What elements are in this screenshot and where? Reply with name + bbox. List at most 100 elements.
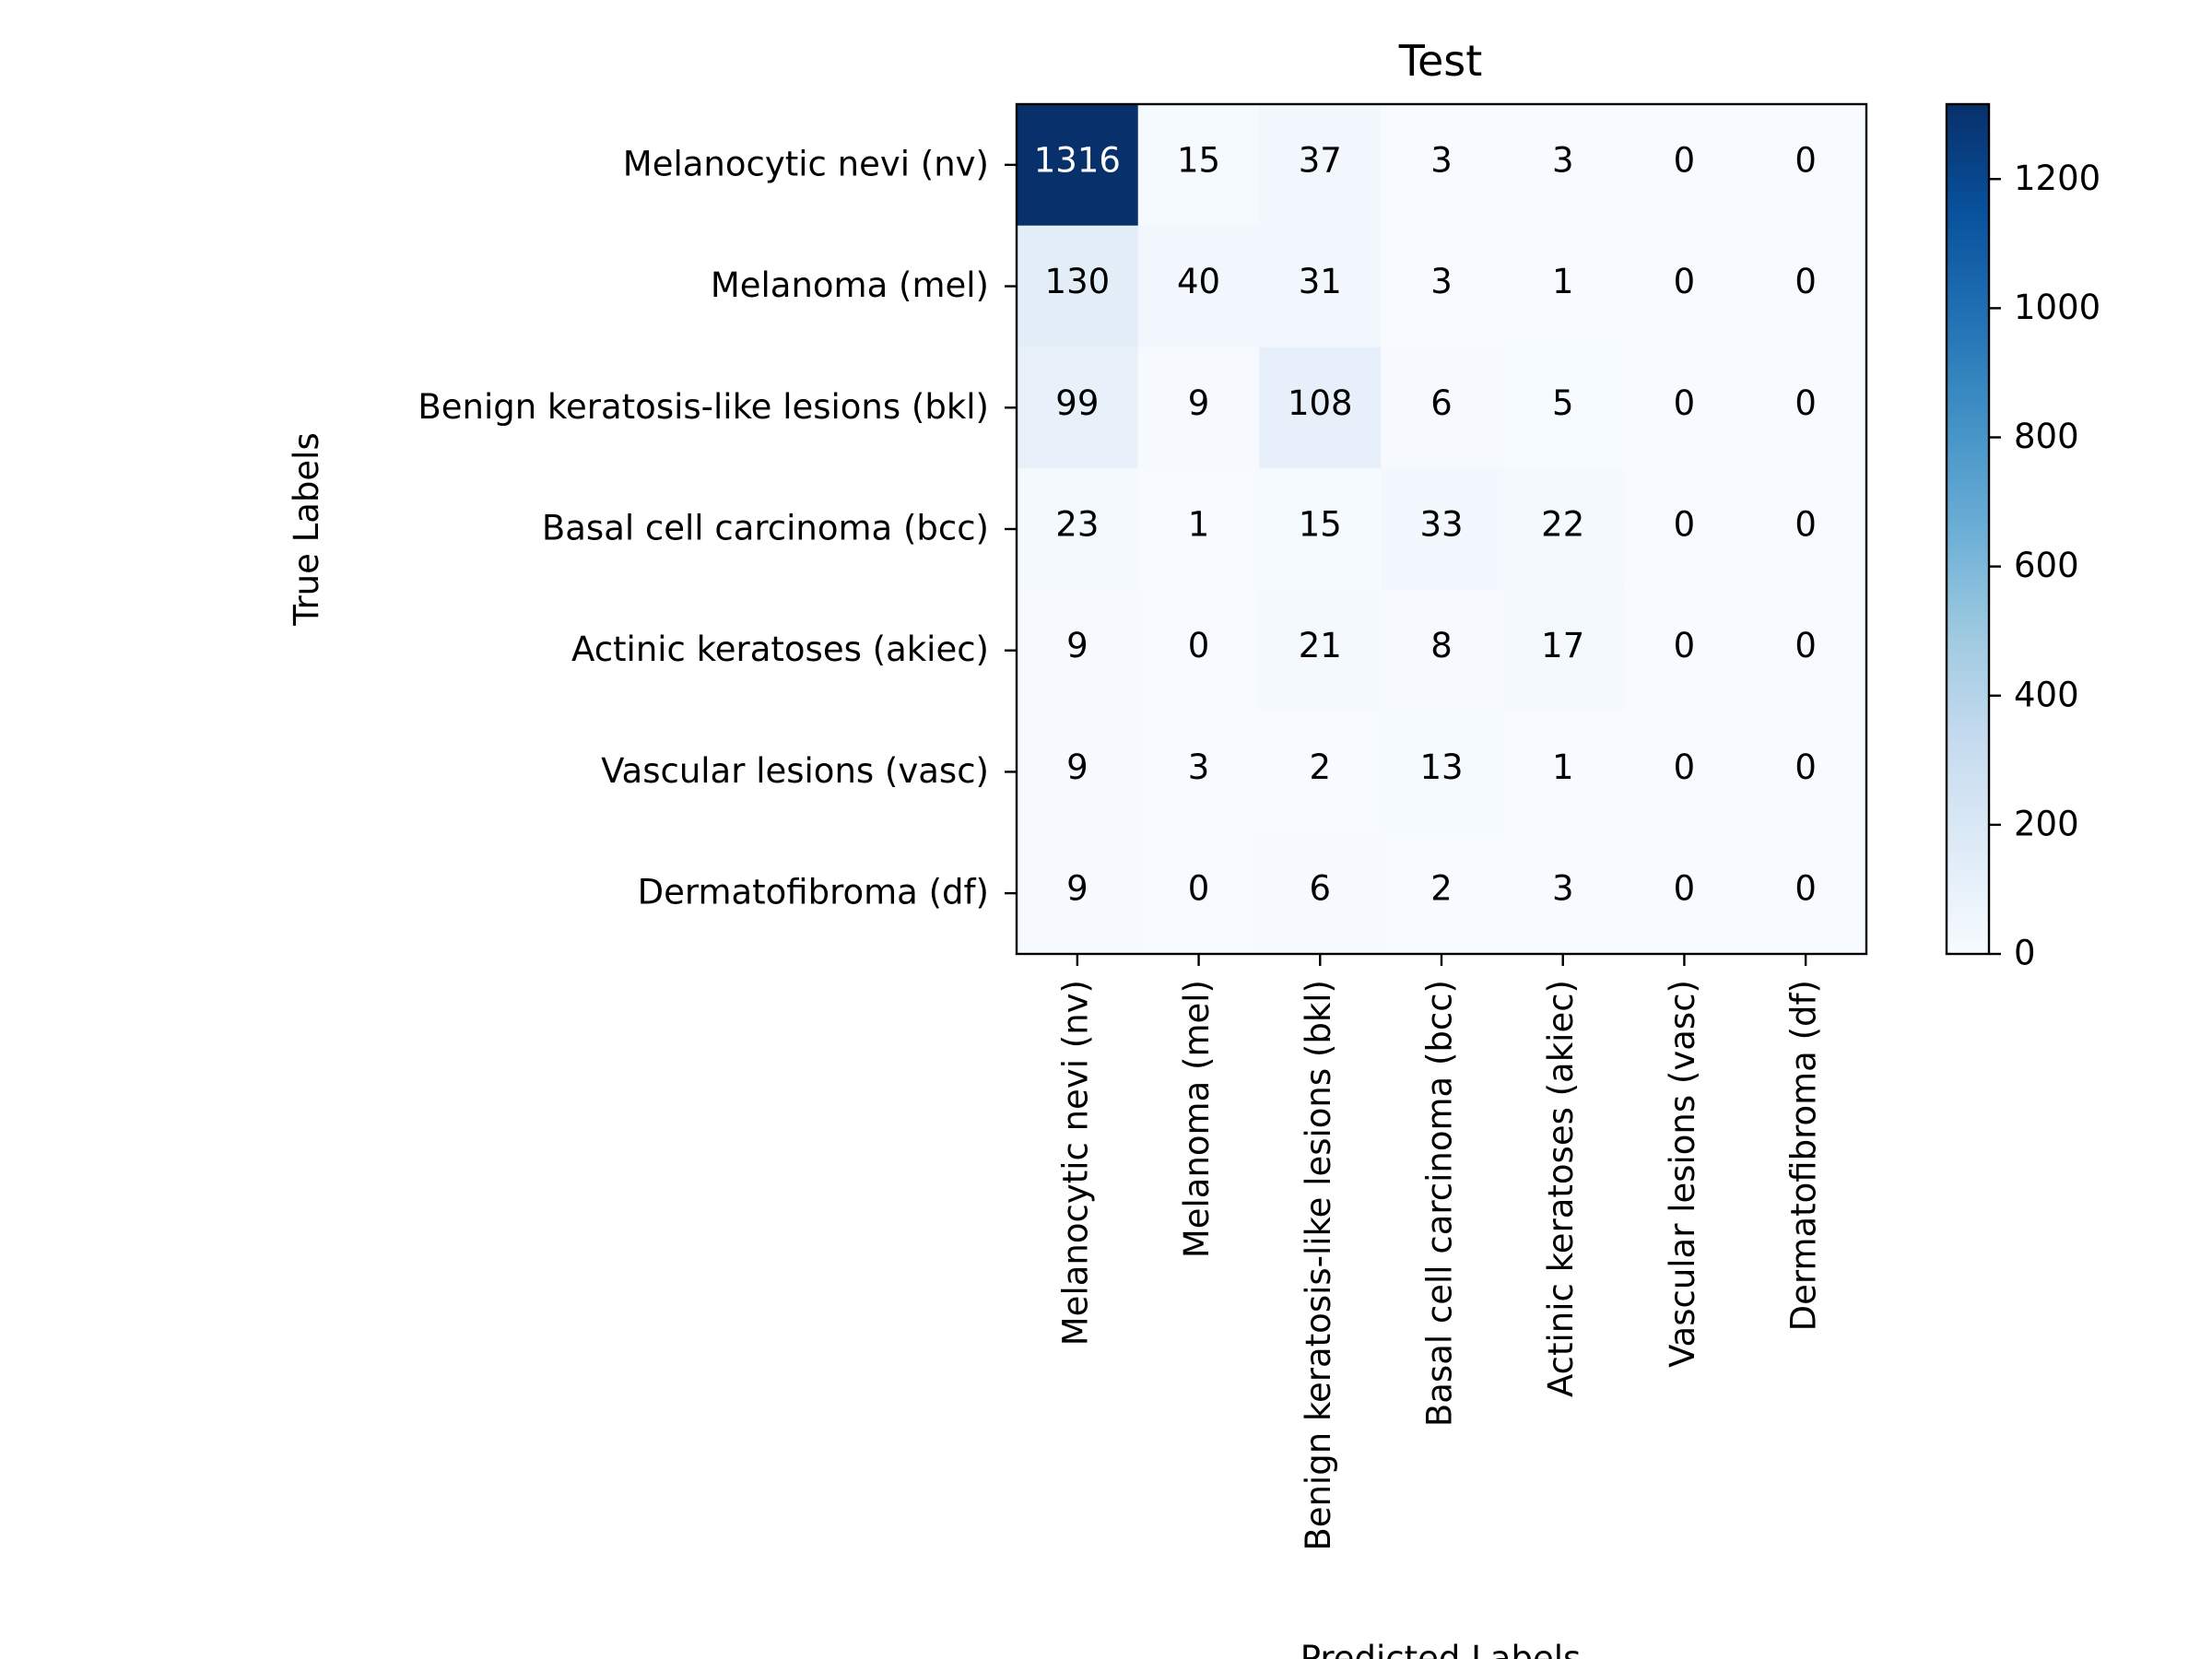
heatmap-cell (1137, 711, 1260, 833)
heatmap-cell (1501, 225, 1625, 347)
cell-value-label: 15 (1299, 505, 1342, 545)
heatmap-cell (1623, 832, 1746, 955)
cell-value-label: 15 (1177, 140, 1220, 180)
cell-value-label: 0 (1674, 140, 1696, 180)
heatmap-cell (1381, 711, 1503, 833)
cell-value-label: 3 (1552, 140, 1574, 180)
cell-value-label: 0 (1794, 383, 1817, 423)
cell-value-label: 5 (1552, 383, 1574, 423)
y-tick-label: Melanocytic nevi (nv) (623, 144, 989, 183)
cell-value-label: 0 (1794, 140, 1817, 180)
colorbar-tick-label: 800 (2014, 417, 2079, 456)
cell-value-label: 2 (1430, 869, 1453, 909)
heatmap-cell (1017, 832, 1139, 955)
cell-value-label: 1 (1552, 262, 1574, 301)
heatmap-cells (1017, 104, 1867, 955)
cell-value-label: 0 (1674, 869, 1696, 909)
cell-value-label: 9 (1066, 747, 1088, 787)
heatmap-cell (1017, 468, 1139, 591)
cell-value-label: 6 (1430, 383, 1453, 423)
cell-value-label: 0 (1674, 626, 1696, 665)
heatmap-cell (1501, 832, 1625, 955)
cell-value-label: 2 (1310, 747, 1332, 787)
x-tick-label: Benign keratosis-like lesions (bkl) (1299, 980, 1338, 1551)
cell-value-label: 0 (1674, 383, 1696, 423)
heatmap-cell (1259, 468, 1382, 591)
heatmap-cell (1259, 104, 1382, 227)
heatmap-cell (1137, 225, 1260, 347)
cell-value-label: 9 (1066, 626, 1088, 665)
heatmap-cell (1259, 225, 1382, 347)
colorbar-tick-label: 1000 (2014, 288, 2100, 327)
cell-value-label: 3 (1430, 262, 1453, 301)
x-tick-label: Actinic keratoses (akiec) (1541, 980, 1581, 1397)
colorbar-tick-label: 600 (2014, 546, 2079, 585)
heatmap-cell (1623, 589, 1746, 712)
x-axis-ticks: Melanocytic nevi (nv) Melanoma (mel) Benig… (1055, 954, 1824, 1551)
heatmap-cell (1623, 225, 1746, 347)
cell-value-label: 3 (1552, 869, 1574, 909)
heatmap-cell (1623, 711, 1746, 833)
cell-value-label: 0 (1188, 626, 1210, 665)
cell-value-label: 3 (1188, 747, 1210, 787)
cell-value-label: 8 (1430, 626, 1453, 665)
y-tick-label: Melanoma (mel) (711, 265, 989, 305)
heatmap-cell (1745, 711, 1867, 833)
heatmap-cell (1381, 832, 1503, 955)
colorbar-ticks: 0 200 400 600 800 1000 1200 (1989, 159, 2100, 973)
x-tick-label: Melanocytic nevi (nv) (1055, 980, 1095, 1346)
colorbar (1945, 102, 1991, 956)
cell-value-label: 21 (1299, 626, 1342, 665)
heatmap-cell (1501, 589, 1625, 712)
heatmap-cell (1501, 347, 1625, 469)
cell-value-label: 40 (1177, 262, 1220, 301)
cell-value-label: 9 (1188, 383, 1210, 423)
cell-value-label: 0 (1794, 869, 1817, 909)
cell-value-label: 1 (1552, 747, 1574, 787)
cell-value-label: 22 (1541, 505, 1584, 545)
heatmap-cell (1017, 347, 1139, 469)
cell-value-label: 0 (1794, 747, 1817, 787)
y-tick-label: Actinic keratoses (akiec) (571, 629, 989, 669)
heatmap-cell (1017, 104, 1139, 227)
heatmap-cell (1501, 711, 1625, 833)
heatmap-cell (1745, 225, 1867, 347)
heatmap-cell (1623, 468, 1746, 591)
heatmap-cell (1381, 104, 1503, 227)
x-tick-label: Melanoma (mel) (1177, 980, 1217, 1258)
heatmap-cell (1745, 832, 1867, 955)
heatmap-cell (1017, 225, 1139, 347)
y-tick-label: Dermatofibroma (df) (638, 873, 989, 912)
colorbar-tick-label: 200 (2014, 804, 2079, 843)
heatmap-cell (1745, 347, 1867, 469)
heatmap-cell (1745, 589, 1867, 712)
x-tick-label: Vascular lesions (vasc) (1663, 980, 1702, 1368)
cell-value-label: 6 (1310, 869, 1332, 909)
y-tick-label: Basal cell carcinoma (bcc) (542, 509, 989, 548)
y-tick-label: Benign keratosis-like lesions (bkl) (418, 387, 989, 427)
cell-value-label: 1 (1188, 505, 1210, 545)
cell-value-label: 0 (1794, 505, 1817, 545)
cell-value-label: 99 (1055, 383, 1099, 423)
y-axis-ticks: Melanocytic nevi (nv) Melanoma (mel) Benig… (418, 144, 1017, 912)
heatmap-cell (1259, 347, 1382, 469)
cell-value-label: 9 (1066, 869, 1088, 909)
x-tick-label: Basal cell carcinoma (bcc) (1420, 980, 1460, 1427)
heatmap-cell (1137, 589, 1260, 712)
heatmap-cell (1381, 347, 1503, 469)
y-axis-label: True Labels (287, 432, 326, 626)
colorbar-tick-label: 0 (2014, 934, 2036, 973)
heatmap-cell (1381, 589, 1503, 712)
heatmap-cell (1623, 104, 1746, 227)
heatmap-cell (1623, 347, 1746, 469)
chart-title: Test (1398, 36, 1483, 86)
cell-value-label: 37 (1299, 140, 1342, 180)
x-tick-label: Dermatofibroma (df) (1784, 980, 1824, 1331)
cell-value-label: 0 (1674, 505, 1696, 545)
cell-value-label: 13 (1419, 747, 1463, 787)
heatmap-cell (1137, 468, 1260, 591)
heatmap-cell (1137, 347, 1260, 469)
cell-value-label: 0 (1674, 262, 1696, 301)
